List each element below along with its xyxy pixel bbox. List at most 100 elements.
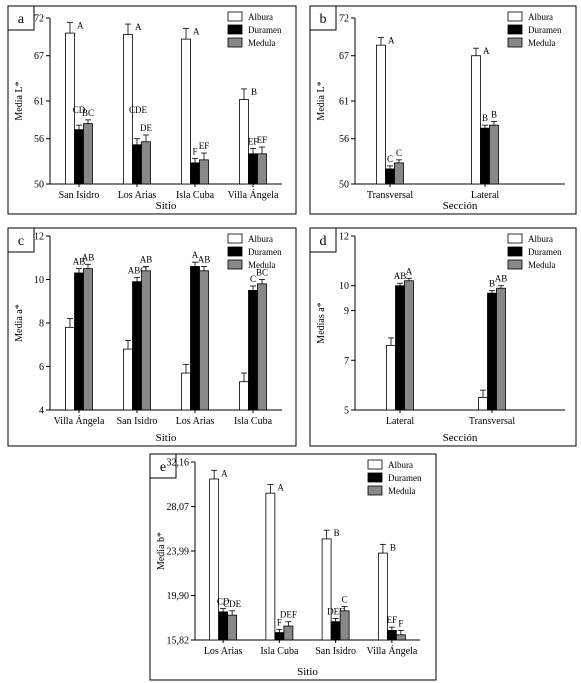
x-tick-label: Isla Cuba bbox=[234, 416, 273, 427]
legend-swatch bbox=[507, 11, 523, 22]
legend-swatch bbox=[227, 233, 243, 244]
panel-label: c bbox=[18, 234, 24, 249]
significance-label: A bbox=[277, 482, 284, 492]
bar bbox=[471, 55, 481, 185]
significance-label: CDE bbox=[223, 599, 242, 609]
legend-label: Medula bbox=[388, 486, 416, 496]
significance-label: B bbox=[489, 279, 495, 289]
x-axis-label: Sitio bbox=[156, 200, 177, 212]
y-tick-label: 61 bbox=[34, 97, 44, 108]
legend-swatch bbox=[227, 259, 243, 270]
significance-label: A bbox=[483, 46, 490, 56]
y-tick-label: 10 bbox=[339, 281, 349, 292]
y-tick-label: 23,99 bbox=[167, 547, 190, 558]
significance-label: AB bbox=[82, 252, 95, 262]
legend-swatch bbox=[227, 24, 243, 35]
panel-b: b 50 56 61 67 72 Media L* Sección Transversal A CC… bbox=[309, 5, 577, 215]
x-axis-label: Sitio bbox=[156, 432, 177, 444]
bar bbox=[496, 287, 506, 411]
significance-label: AB bbox=[198, 254, 211, 264]
x-tick-label: Transversal bbox=[469, 416, 516, 427]
y-tick-label: 8 bbox=[39, 319, 44, 330]
y-tick-label: 5 bbox=[344, 406, 349, 417]
legend-label: Medula bbox=[528, 38, 556, 48]
y-tick-label: 56 bbox=[339, 134, 349, 145]
legend-label: Albura bbox=[528, 12, 553, 22]
y-axis-label: Media a* bbox=[14, 304, 25, 342]
significance-label: AB bbox=[73, 257, 86, 267]
x-tick-label: Isla Cuba bbox=[176, 190, 215, 201]
y-tick-label: 15,82 bbox=[167, 636, 190, 647]
bar bbox=[209, 478, 220, 641]
y-tick-label: 56 bbox=[34, 134, 44, 145]
significance-label: EF bbox=[248, 137, 259, 147]
panel-label-box bbox=[309, 227, 337, 253]
x-tick-label: Villa Ángela bbox=[228, 189, 279, 201]
bar bbox=[386, 344, 396, 411]
bar bbox=[190, 266, 200, 411]
bar bbox=[199, 270, 209, 411]
significance-label: CD bbox=[217, 597, 230, 607]
panel-label: d bbox=[320, 234, 327, 249]
bar bbox=[257, 153, 267, 185]
legend-swatch bbox=[507, 259, 523, 270]
x-tick-label: San Isidro bbox=[315, 646, 356, 657]
bar bbox=[321, 538, 332, 641]
legend-swatch bbox=[367, 459, 383, 470]
panel-label-box bbox=[7, 227, 35, 253]
y-tick-label: 6 bbox=[39, 362, 44, 373]
legend-label: Duramen bbox=[248, 25, 282, 35]
bar bbox=[181, 38, 191, 185]
y-tick-label: 72 bbox=[339, 14, 349, 25]
bar bbox=[227, 614, 238, 641]
bar bbox=[123, 348, 133, 411]
significance-label: C bbox=[387, 154, 393, 164]
significance-label: A bbox=[406, 266, 413, 276]
significance-label: C bbox=[250, 274, 256, 284]
bar bbox=[74, 129, 84, 185]
legend-swatch bbox=[227, 246, 243, 257]
y-tick-label: 67 bbox=[339, 51, 349, 62]
bar bbox=[218, 611, 229, 641]
y-tick-label: 9 bbox=[344, 306, 349, 317]
x-tick-label: Los Arias bbox=[176, 416, 215, 427]
legend-swatch bbox=[227, 11, 243, 22]
significance-label: F bbox=[192, 146, 197, 156]
significance-label: A bbox=[221, 468, 228, 478]
panel-e: e 15,82 19,90 23,99 28,07 32,16 Media b* Sitio L… bbox=[149, 453, 437, 681]
significance-label: DEF bbox=[327, 606, 344, 616]
legend-label: Medula bbox=[528, 260, 556, 270]
bar bbox=[395, 634, 406, 641]
x-tick-label: Transversal bbox=[367, 190, 414, 201]
bar bbox=[377, 552, 388, 641]
panel-label-box bbox=[149, 453, 177, 479]
bar bbox=[487, 292, 497, 411]
significance-label: C bbox=[342, 594, 348, 604]
significance-label: DEF bbox=[280, 610, 297, 620]
legend-label: Medula bbox=[248, 38, 276, 48]
y-tick-label: 10 bbox=[34, 275, 44, 286]
significance-label: CDE bbox=[129, 105, 148, 115]
bar bbox=[386, 630, 397, 641]
legend-label: Albura bbox=[248, 12, 273, 22]
y-axis-label: Media b* bbox=[156, 532, 167, 570]
x-tick-label: Los Arias bbox=[204, 646, 243, 657]
significance-label: A bbox=[135, 22, 142, 32]
bar bbox=[132, 144, 142, 185]
significance-label: A bbox=[192, 250, 199, 260]
panel-frame bbox=[309, 5, 577, 215]
legend-swatch bbox=[227, 37, 243, 48]
bar bbox=[65, 326, 75, 411]
y-tick-label: 61 bbox=[339, 97, 349, 108]
bar bbox=[489, 124, 499, 185]
bar bbox=[404, 280, 414, 411]
y-tick-label: 67 bbox=[34, 51, 44, 62]
y-axis-label: Media L* bbox=[316, 81, 327, 120]
x-tick-label: San Isidro bbox=[117, 416, 158, 427]
significance-label: F bbox=[277, 617, 282, 627]
bar bbox=[181, 372, 191, 411]
bar bbox=[83, 123, 93, 185]
